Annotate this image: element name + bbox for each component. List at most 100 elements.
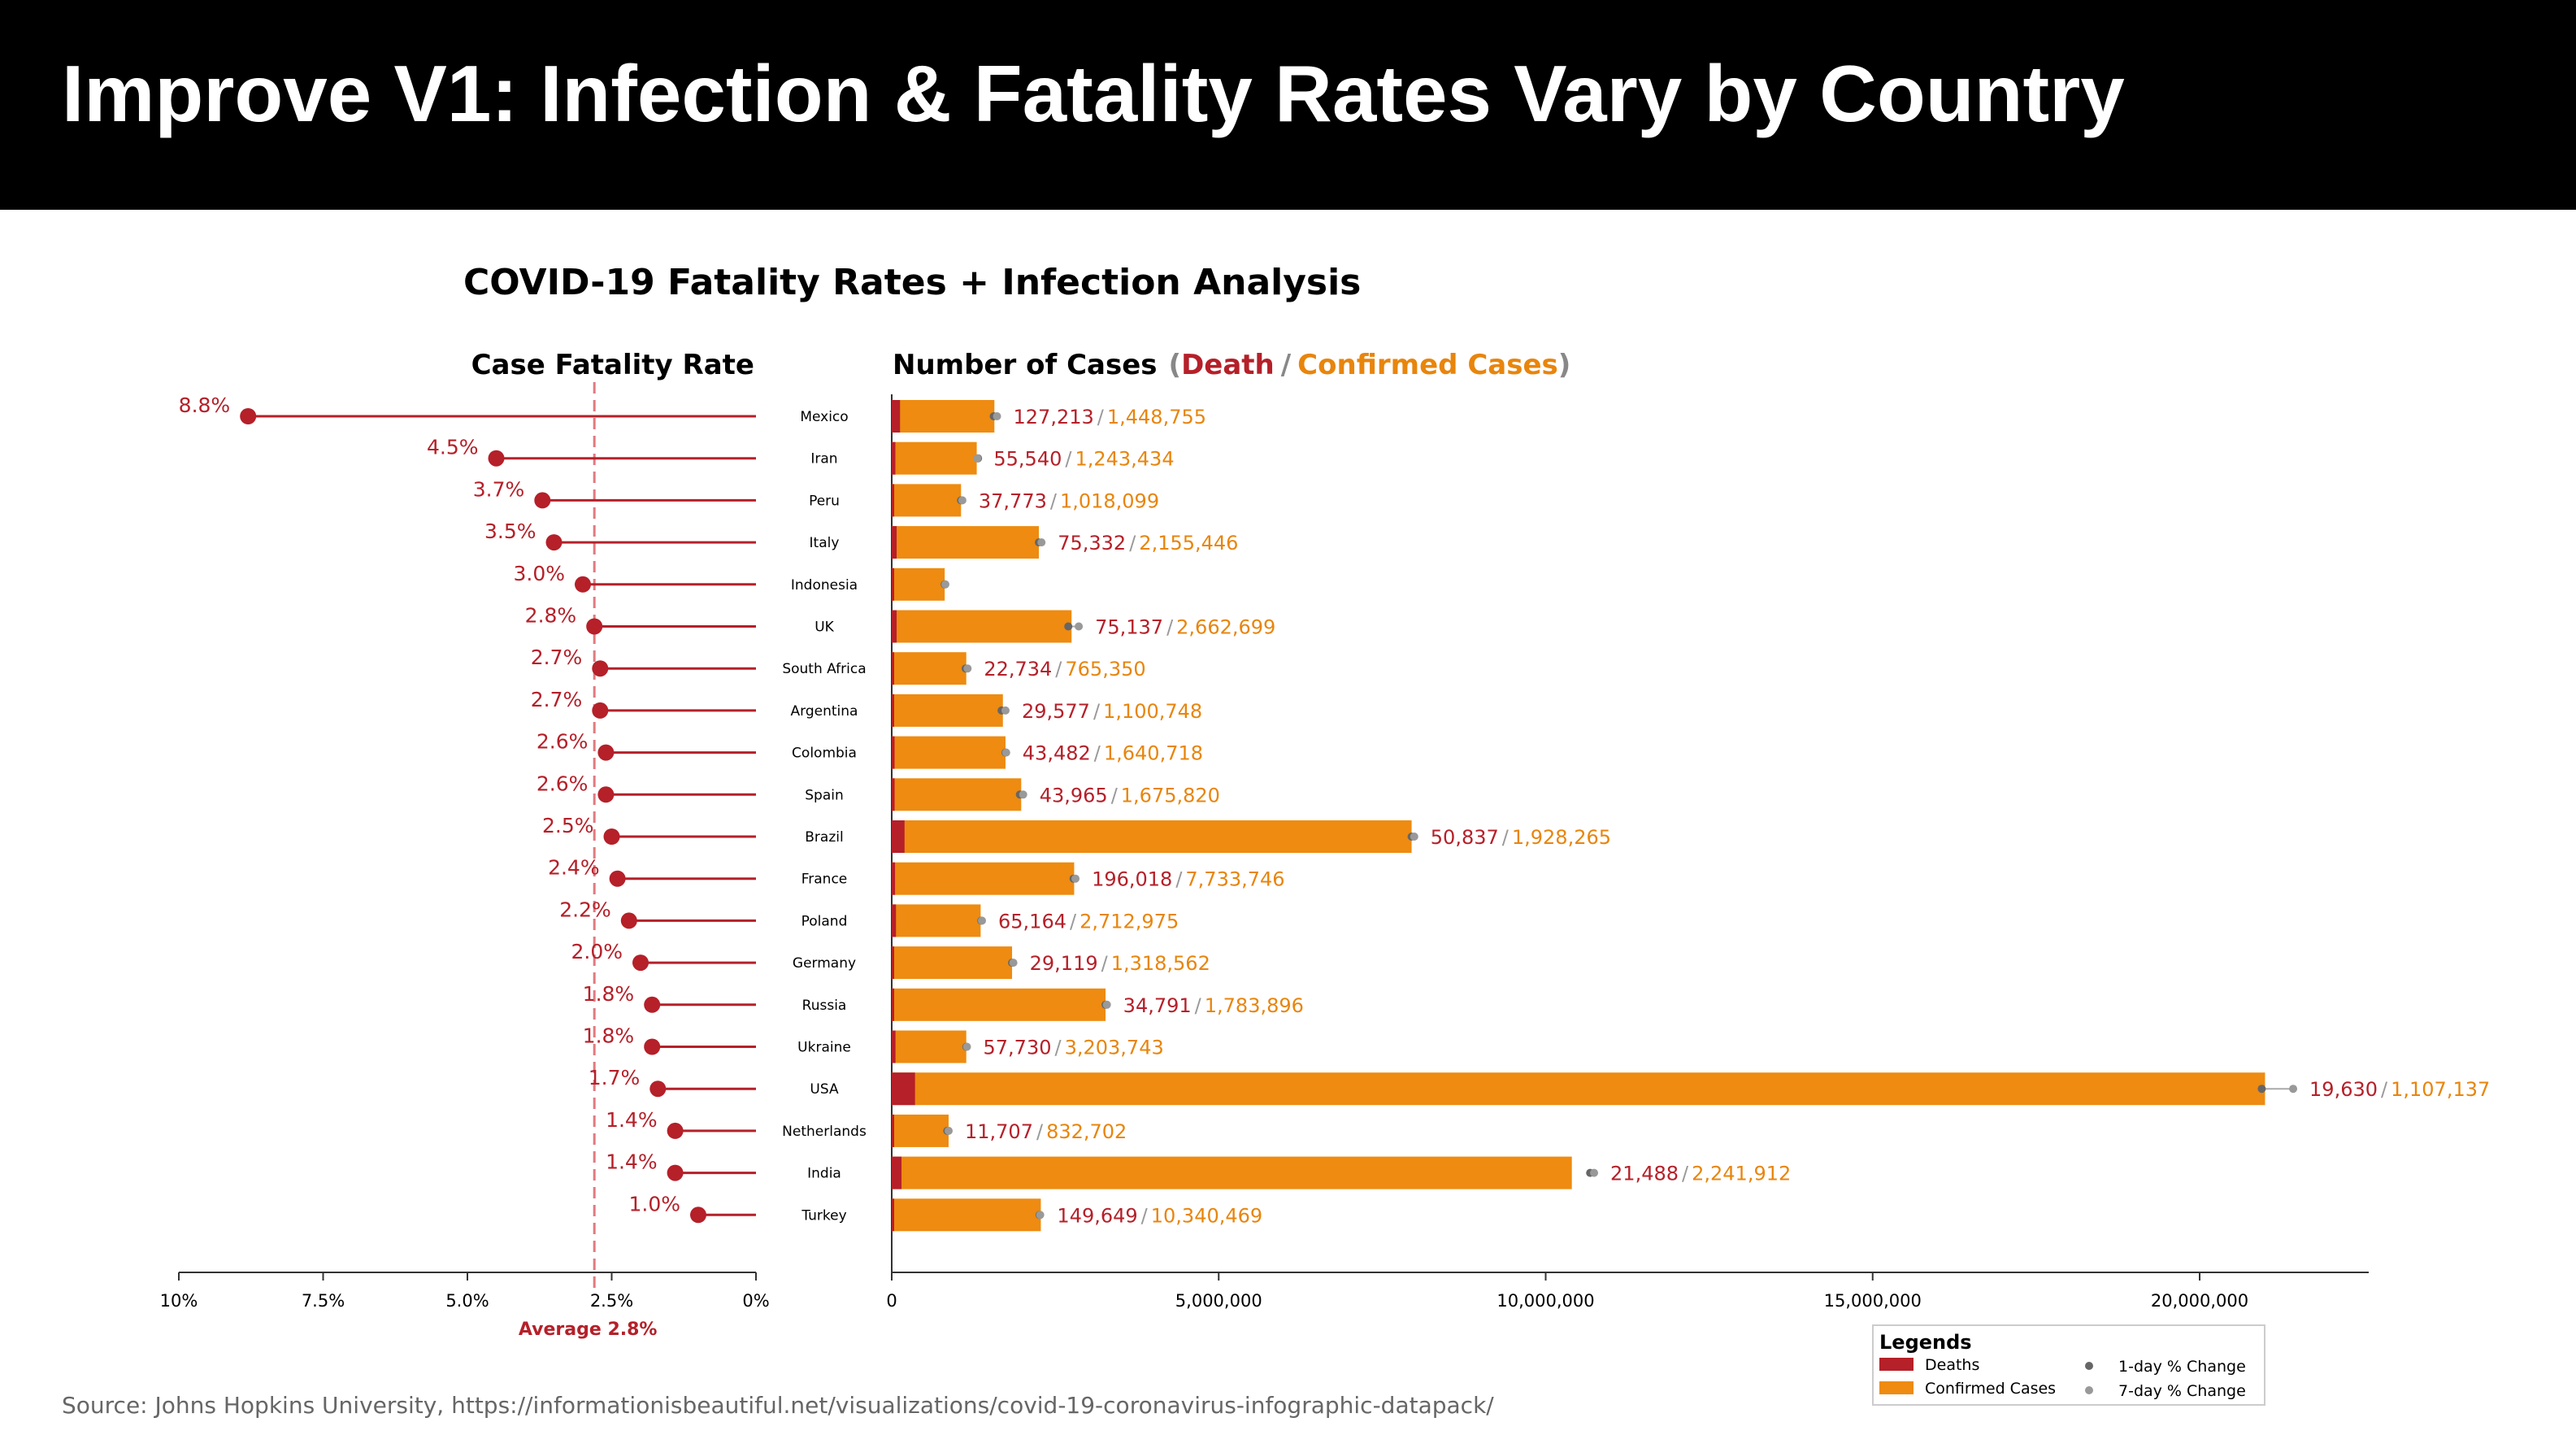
confirmed-bar <box>892 862 1075 895</box>
fatality-point <box>632 954 649 972</box>
confirmed-bar <box>892 1156 1572 1189</box>
death-bar <box>892 1030 896 1063</box>
seven-day-change-marker <box>973 454 982 463</box>
bar-death-value: 75,137 <box>1095 616 1163 639</box>
death-bar <box>892 1198 894 1232</box>
bar-death-value: 149,649 <box>1057 1204 1137 1227</box>
bar-confirmed-value: 3,203,743 <box>1065 1037 1164 1059</box>
bar-death-value: 22,734 <box>984 658 1052 681</box>
average-label: Average 2.8% <box>519 1320 658 1340</box>
seven-day-change-marker <box>978 916 987 925</box>
death-bar <box>892 988 894 1021</box>
fatality-point <box>644 996 661 1013</box>
one-day-change-marker <box>2257 1085 2266 1094</box>
death-bar <box>892 652 894 685</box>
death-bar <box>892 567 894 601</box>
bar-value-slash: / <box>1141 1204 1149 1227</box>
death-bar <box>892 610 897 643</box>
bar-death-value: 37,773 <box>979 489 1047 512</box>
death-bar <box>892 484 895 517</box>
death-bar <box>892 862 896 895</box>
confirmed-bar <box>892 1114 949 1147</box>
seven-day-change-marker <box>1001 706 1010 715</box>
country-label: UK <box>815 620 834 636</box>
bar-value-slash: / <box>1070 910 1077 933</box>
seven-day-change-marker <box>944 1126 953 1135</box>
bar-value-slash: / <box>1065 448 1072 471</box>
bar-value-slash: / <box>1097 406 1105 428</box>
fatality-point <box>603 828 620 845</box>
death-bar <box>892 820 905 853</box>
seven-day-change-marker <box>1102 1000 1111 1009</box>
seven-day-change-marker <box>963 664 972 673</box>
bar-value-label: 57,730/3,203,743 <box>984 1037 1164 1059</box>
cases-bar-plot: 0 5,000,000 10,000,000 15,000,000 20,000,000… <box>886 394 2490 1311</box>
bar-value-label: 149,649/10,340,469 <box>1057 1204 1262 1227</box>
bar-death-value: 57,730 <box>984 1037 1052 1059</box>
seven-day-change-marker <box>940 580 949 589</box>
bar-value-slash: / <box>1502 826 1510 849</box>
seven-day-change-marker <box>1075 622 1084 631</box>
bar-confirmed-value: 1,928,265 <box>1512 826 1611 849</box>
bar-value-slash: / <box>1036 1120 1044 1143</box>
country-label: USA <box>810 1081 839 1098</box>
cases-x-tick-label: 5,000,000 <box>1175 1291 1262 1311</box>
fatality-point <box>649 1081 667 1098</box>
seven-day-change-marker <box>1009 959 1018 968</box>
bar-confirmed-value: 2,241,912 <box>1692 1163 1791 1185</box>
bar-value-label: 50,837/1,928,265 <box>1431 826 1611 849</box>
seven-day-change-marker <box>962 1042 971 1051</box>
bar-value-slash: / <box>1129 532 1136 554</box>
cases-x-tick-label: 20,000,000 <box>2151 1291 2248 1311</box>
bar-death-value: 11,707 <box>965 1120 1033 1143</box>
confirmed-bar <box>892 610 1072 643</box>
fatality-rate-label: 3.0% <box>513 562 565 585</box>
fatality-rate-label: 2.8% <box>525 604 577 628</box>
legend-7day-marker <box>2085 1386 2093 1394</box>
legend-deaths-label: Deaths <box>1925 1356 1979 1374</box>
bar-value-label: 55,540/1,243,434 <box>993 448 1174 471</box>
bar-death-value: 29,119 <box>1030 952 1098 975</box>
confirmed-bar <box>892 988 1106 1021</box>
legend-confirmed-swatch <box>1879 1381 1914 1394</box>
confirmed-bar <box>892 820 1412 853</box>
bar-confirmed-value: 1,318,562 <box>1111 952 1210 975</box>
bar-death-value: 196,018 <box>1092 868 1172 891</box>
bar-death-value: 65,164 <box>998 910 1066 933</box>
seven-day-change-marker <box>1037 538 1046 547</box>
bar-confirmed-value: 1,448,755 <box>1107 406 1206 428</box>
fatality-point <box>488 450 505 467</box>
legend: Legends Deaths Confirmed Cases 1-day % C… <box>1872 1324 2265 1406</box>
fatality-rate-label: 1.4% <box>606 1150 658 1174</box>
fatality-x-tick-label: 5.0% <box>445 1291 489 1311</box>
bar-value-label: 43,482/1,640,718 <box>1023 742 1203 765</box>
country-label: Colombia <box>792 746 857 762</box>
confirmed-bar <box>892 400 995 433</box>
country-label: Italy <box>810 535 840 551</box>
country-label: Mexico <box>800 409 848 425</box>
legend-deaths-swatch <box>1879 1358 1914 1371</box>
fatality-point <box>609 870 626 887</box>
confirmed-bar <box>892 484 962 517</box>
confirmed-bar <box>892 778 1022 811</box>
cases-title-confirmed: Confirmed Cases <box>1297 349 1558 381</box>
seven-day-change-marker <box>958 496 967 505</box>
country-label: Russia <box>802 998 847 1014</box>
fatality-rate-label: 1.4% <box>606 1108 658 1132</box>
bar-death-value: 75,332 <box>1058 532 1126 554</box>
confirmed-bar <box>892 1198 1041 1232</box>
bar-confirmed-value: 832,702 <box>1046 1120 1127 1143</box>
death-bar <box>892 946 894 980</box>
fatality-point <box>592 702 609 719</box>
fatality-point <box>667 1164 684 1181</box>
bar-death-value: 55,540 <box>993 448 1062 471</box>
bar-confirmed-value: 10,340,469 <box>1151 1204 1262 1227</box>
country-label: India <box>807 1166 841 1182</box>
confirmed-bar <box>892 904 981 937</box>
seven-day-change-marker <box>1036 1211 1045 1220</box>
confirmed-bar <box>892 652 967 685</box>
chart-title: COVID-19 Fatality Rates + Infection Anal… <box>463 262 1361 303</box>
legend-confirmed-label: Confirmed Cases <box>1925 1380 2056 1398</box>
confirmed-bar <box>892 1072 2265 1106</box>
bar-value-label: 75,137/2,662,699 <box>1095 616 1275 639</box>
